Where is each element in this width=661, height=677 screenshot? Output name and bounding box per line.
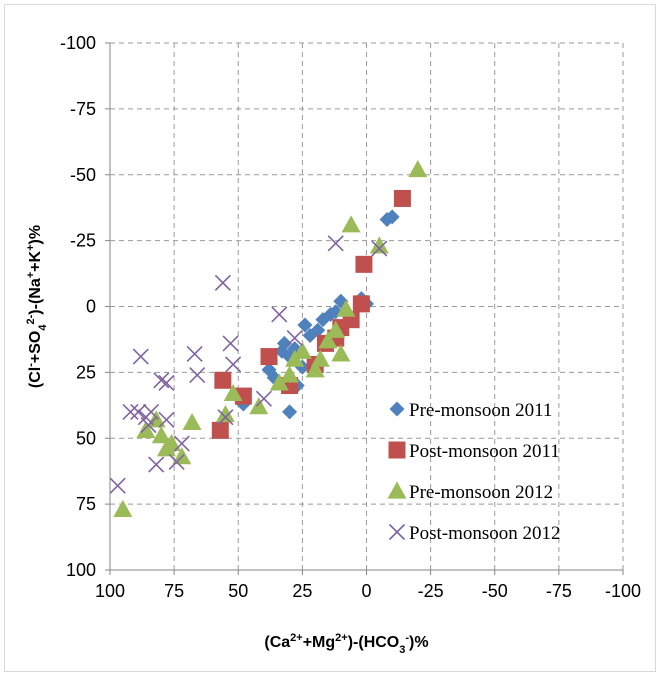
point-post-monsoon-2012 bbox=[168, 453, 185, 471]
point-post-monsoon-2012 bbox=[153, 372, 170, 389]
y-tick-label: 100 bbox=[66, 560, 96, 580]
point-post-monsoon-2011 bbox=[214, 371, 232, 389]
point-post-monsoon-2012 bbox=[225, 356, 242, 373]
point-pre-monsoon-2012 bbox=[326, 320, 346, 338]
point-pre-monsoon-2011 bbox=[282, 404, 298, 420]
legend-label-post-monsoon-2011: Post-monsoon 2011 bbox=[409, 441, 560, 462]
point-post-monsoon-2011 bbox=[355, 255, 373, 273]
point-post-monsoon-2012 bbox=[214, 274, 231, 291]
y-tick-labels: -100 -75 -50 -25 0 25 50 75 100 bbox=[60, 33, 96, 580]
x-tick-labels: 100 75 50 25 0 -25 -50 -75 -100 bbox=[95, 581, 641, 601]
point-post-monsoon-2011 bbox=[393, 189, 411, 207]
y-axis-label: (Cl-+SO42-)-(Na++K+)% bbox=[25, 225, 49, 388]
scatter-chart: 100 75 50 25 0 -25 -50 -75 -100 -100 -75 -50 -25 0 25… bbox=[25, 33, 641, 656]
y-tick-label: -25 bbox=[70, 231, 96, 251]
x-axis-label: (Ca2++Mg2+)-(HCO3-)% bbox=[264, 632, 428, 656]
point-post-monsoon-2012 bbox=[158, 411, 175, 428]
legend-marker-post-monsoon-2012 bbox=[388, 523, 406, 541]
point-pre-monsoon-2012 bbox=[336, 299, 356, 317]
point-post-monsoon-2012 bbox=[271, 306, 288, 323]
point-post-monsoon-2011 bbox=[260, 348, 278, 366]
point-pre-monsoon-2011 bbox=[379, 212, 395, 228]
y-tick-label: -50 bbox=[70, 165, 96, 185]
point-post-monsoon-2012 bbox=[130, 403, 147, 420]
y-tick-label: -75 bbox=[70, 99, 96, 119]
y-tick-label: 0 bbox=[86, 297, 96, 317]
point-post-monsoon-2012 bbox=[371, 240, 388, 257]
data-points bbox=[109, 159, 428, 517]
point-pre-monsoon-2012 bbox=[292, 341, 312, 359]
legend-label-post-monsoon-2012: Post-monsoon 2012 bbox=[409, 523, 561, 544]
point-post-monsoon-2011 bbox=[211, 421, 229, 439]
legend-marker-pre-monsoon-2012 bbox=[387, 481, 407, 499]
point-post-monsoon-2012 bbox=[327, 235, 344, 252]
point-pre-monsoon-2012 bbox=[318, 331, 338, 349]
x-tick-label: 25 bbox=[292, 581, 312, 601]
x-tick-label: 50 bbox=[228, 581, 248, 601]
point-pre-monsoon-2012 bbox=[305, 360, 325, 378]
legend-label-pre-monsoon-2012: Pre-monsoon 2012 bbox=[409, 482, 553, 503]
point-post-monsoon-2012 bbox=[148, 456, 165, 473]
x-tick-label: -100 bbox=[605, 581, 641, 601]
point-pre-monsoon-2012 bbox=[156, 439, 176, 457]
x-tick-label: -50 bbox=[482, 581, 508, 601]
point-post-monsoon-2012 bbox=[173, 435, 190, 452]
point-post-monsoon-2012 bbox=[158, 374, 175, 391]
x-tick-label: -75 bbox=[546, 581, 572, 601]
point-pre-monsoon-2012 bbox=[408, 159, 428, 178]
point-pre-monsoon-2012 bbox=[249, 397, 269, 415]
point-pre-monsoon-2012 bbox=[151, 426, 171, 444]
point-pre-monsoon-2012 bbox=[369, 236, 389, 254]
x-tick-label: 75 bbox=[164, 581, 184, 601]
point-pre-monsoon-2012 bbox=[182, 412, 202, 431]
point-pre-monsoon-2012 bbox=[215, 405, 235, 423]
point-post-monsoon-2012 bbox=[189, 366, 206, 384]
point-post-monsoon-2012 bbox=[122, 403, 139, 420]
point-pre-monsoon-2012 bbox=[136, 420, 156, 438]
point-post-monsoon-2011 bbox=[352, 295, 370, 313]
point-pre-monsoon-2011 bbox=[302, 327, 318, 343]
point-pre-monsoon-2011 bbox=[297, 317, 313, 333]
point-post-monsoon-2012 bbox=[222, 335, 239, 352]
point-post-monsoon-2012 bbox=[286, 330, 303, 347]
chart-frame: 100 75 50 25 0 -25 -50 -75 -100 -100 -75 -50 -25 0 25… bbox=[4, 4, 656, 672]
x-tick-label: -25 bbox=[418, 581, 444, 601]
x-tick-label: 100 bbox=[95, 581, 125, 601]
point-post-monsoon-2012 bbox=[109, 477, 126, 494]
point-pre-monsoon-2012 bbox=[269, 373, 289, 391]
point-pre-monsoon-2011 bbox=[274, 343, 290, 359]
y-tick-label: 75 bbox=[76, 494, 96, 514]
point-pre-monsoon-2012 bbox=[285, 349, 305, 367]
legend: Pre-monsoon 2011 Post-monsoon 2011 Pre-mon… bbox=[387, 400, 561, 544]
point-pre-monsoon-2012 bbox=[341, 215, 361, 233]
x-tick-label: 0 bbox=[361, 581, 371, 601]
legend-marker-post-monsoon-2011 bbox=[388, 441, 406, 459]
y-tick-label: 25 bbox=[76, 362, 96, 382]
point-pre-monsoon-2012 bbox=[223, 383, 243, 402]
point-post-monsoon-2012 bbox=[255, 390, 272, 407]
y-tick-label: 50 bbox=[76, 428, 96, 448]
point-pre-monsoon-2011 bbox=[261, 362, 277, 378]
point-pre-monsoon-2011 bbox=[315, 312, 331, 328]
point-post-monsoon-2012 bbox=[137, 409, 154, 426]
point-post-monsoon-2012 bbox=[217, 409, 234, 426]
point-post-monsoon-2012 bbox=[132, 348, 149, 365]
legend-label-pre-monsoon-2011: Pre-monsoon 2011 bbox=[409, 400, 552, 421]
legend-marker-pre-monsoon-2011 bbox=[389, 401, 405, 417]
point-pre-monsoon-2012 bbox=[331, 344, 351, 362]
point-post-monsoon-2012 bbox=[186, 345, 203, 362]
point-pre-monsoon-2012 bbox=[280, 365, 300, 383]
point-pre-monsoon-2012 bbox=[113, 499, 133, 517]
y-tick-label: -100 bbox=[60, 33, 96, 53]
